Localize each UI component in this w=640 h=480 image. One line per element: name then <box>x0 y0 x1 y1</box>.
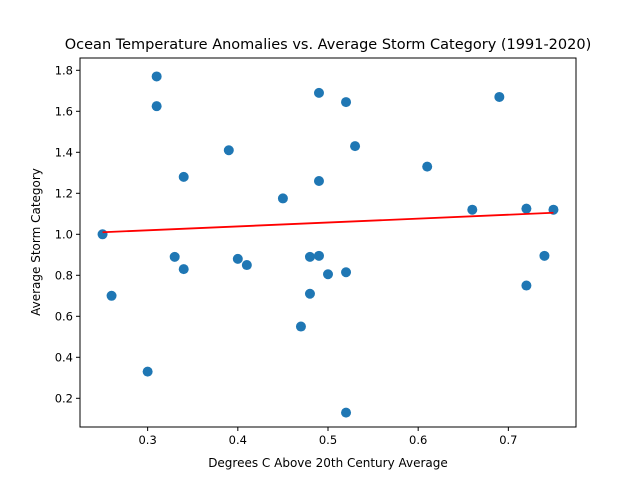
regression-group <box>102 211 554 234</box>
data-point <box>169 251 180 262</box>
data-point <box>295 321 306 332</box>
data-point <box>341 407 352 418</box>
points-group <box>97 71 559 418</box>
axes-frame <box>79 57 577 428</box>
data-point <box>241 260 252 271</box>
data-point <box>539 250 550 261</box>
y-tick-label: 1.8 <box>55 63 73 77</box>
data-point <box>521 203 532 214</box>
y-axis-label: Average Storm Category <box>29 168 43 316</box>
data-point <box>422 161 433 172</box>
data-point <box>494 91 505 102</box>
data-point <box>277 193 288 204</box>
data-point <box>223 145 234 156</box>
y-tick-label: 1.4 <box>55 145 73 159</box>
data-point <box>350 141 361 152</box>
data-point <box>97 229 108 240</box>
data-point <box>178 264 189 275</box>
x-tick-label: 0.4 <box>229 433 247 447</box>
data-point <box>341 97 352 108</box>
data-point <box>232 253 243 264</box>
y-tick-label: 1.0 <box>55 227 73 241</box>
data-point <box>313 176 324 186</box>
x-tick-label: 0.5 <box>319 433 337 447</box>
data-point <box>323 269 333 280</box>
y-tick-label: 0.4 <box>55 350 73 364</box>
ticks-group: 0.3 0.4 0.5 0.6 0.7 0.2 0.4 0.6 0.8 1.0 1.2 1.4 1.6 1… <box>55 63 518 447</box>
data-point <box>151 101 162 112</box>
data-point <box>304 288 315 299</box>
y-tick-label: 1.2 <box>55 186 73 200</box>
x-tick-label: 0.6 <box>409 433 427 447</box>
data-point <box>341 267 352 278</box>
plot-area <box>80 58 576 427</box>
data-point <box>467 204 478 215</box>
data-point <box>178 171 189 182</box>
y-tick-label: 1.6 <box>55 104 73 118</box>
y-tick-label: 0.2 <box>55 391 73 405</box>
chart-title: Ocean Temperature Anomalies vs. Average … <box>65 37 591 53</box>
data-point <box>304 251 315 262</box>
data-point <box>151 71 162 82</box>
y-tick-label: 0.6 <box>55 309 73 323</box>
data-point <box>313 87 324 98</box>
x-tick-label: 0.7 <box>499 433 517 447</box>
x-axis-label: Degrees C Above 20th Century Average <box>208 456 448 470</box>
regression-line <box>102 211 554 234</box>
data-point <box>521 280 532 291</box>
data-point <box>142 366 153 377</box>
x-tick-label: 0.3 <box>138 433 156 447</box>
y-tick-label: 0.8 <box>55 268 73 282</box>
data-point <box>106 290 117 301</box>
data-point <box>313 250 324 261</box>
